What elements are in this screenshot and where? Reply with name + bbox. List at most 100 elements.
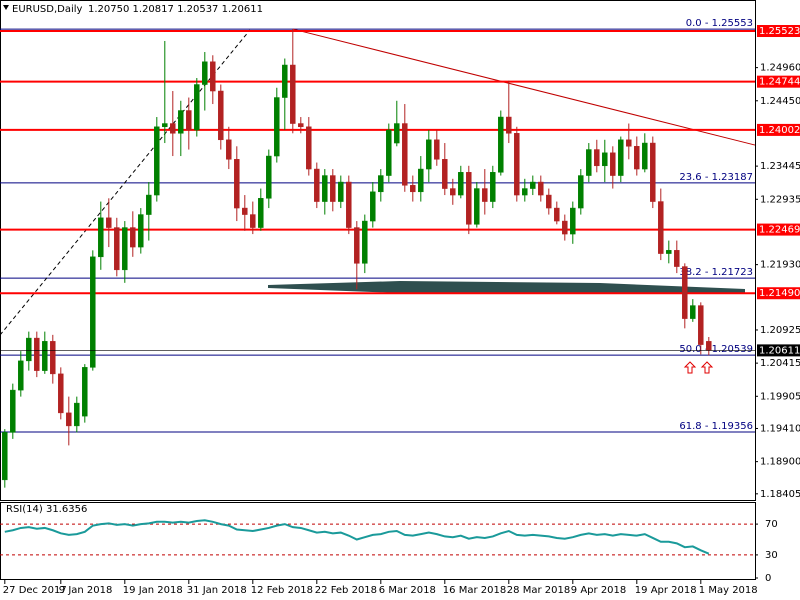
trendline: [292, 28, 756, 146]
main-panel-border: [0, 0, 756, 501]
current-price-label: 1.20611: [759, 345, 800, 356]
trendline: [0, 29, 251, 336]
candle-body: [306, 126, 312, 170]
y-tick-label: 1.22935: [760, 194, 800, 205]
candle-body: [362, 220, 368, 264]
candle-body: [266, 155, 272, 199]
candle-body: [338, 181, 344, 202]
level-box: [757, 287, 800, 300]
x-tick-label: 19 Apr 2018: [635, 585, 697, 596]
candle-body: [226, 139, 232, 160]
chart-title: EURUSD,Daily: [12, 4, 83, 15]
rsi-y-tick-label: 30: [765, 550, 778, 561]
candle-body: [394, 123, 400, 144]
candle-body: [570, 207, 576, 235]
candle-body: [386, 129, 392, 176]
y-tick-label: 1.18405: [760, 489, 800, 500]
rsi-y-tick-label: 70: [765, 519, 778, 530]
candle-body: [474, 188, 480, 225]
candle-body: [82, 367, 88, 417]
candle-body: [314, 168, 320, 202]
candle-body: [506, 116, 512, 134]
candle-body: [546, 194, 552, 209]
candle-body: [58, 373, 64, 414]
candle-body: [706, 341, 712, 351]
x-tick-label: 1 May 2018: [699, 585, 758, 596]
candle-body: [50, 341, 56, 375]
x-tick-label: 12 Feb 2018: [251, 585, 313, 596]
level-label: 1.22469: [759, 225, 800, 236]
candle-body: [74, 402, 80, 427]
signal-arrow: [683, 361, 697, 374]
candle-body: [186, 110, 192, 131]
candle-body: [34, 337, 40, 371]
rsi-title: RSI(14) 31.6356: [6, 504, 87, 515]
x-tick-label: 9 Jan 2018: [59, 585, 113, 596]
candle-body: [234, 159, 240, 209]
x-tick-label: 9 Apr 2018: [571, 585, 626, 596]
candle-body: [674, 250, 680, 267]
shaded-zone: [268, 281, 745, 294]
candle-body: [410, 185, 416, 193]
candle-body: [90, 256, 96, 368]
candle-body: [698, 305, 704, 345]
level-box: [757, 223, 800, 236]
fib-label: 61.8 - 1.19356: [679, 421, 753, 432]
candle-body: [66, 412, 72, 427]
signal-arrow: [700, 361, 714, 374]
candle-body: [282, 64, 288, 98]
candle-body: [258, 198, 264, 228]
x-tick-label: 16 Mar 2018: [443, 585, 506, 596]
candle-body: [146, 194, 152, 215]
current-price-box: [757, 344, 800, 357]
candle-body: [346, 181, 352, 228]
candle-body: [202, 61, 208, 85]
y-tick-label: 1.19905: [760, 391, 800, 402]
fib-label: 0.0 - 1.25553: [686, 18, 753, 29]
candle-body: [290, 64, 296, 124]
candle-body: [130, 227, 136, 248]
menu-triangle: [3, 5, 9, 10]
candle-body: [650, 142, 656, 202]
candle-body: [218, 90, 224, 141]
candle-body: [586, 149, 592, 176]
candle-body: [298, 123, 304, 128]
candle-body: [378, 175, 384, 193]
candle-body: [250, 214, 256, 228]
candle-body: [170, 123, 176, 134]
y-tick-label: 1.21930: [760, 260, 800, 271]
level-label: 1.21490: [759, 288, 800, 299]
y-tick-label: 1.24960: [760, 63, 800, 74]
candle-body: [634, 146, 640, 170]
candle-body: [354, 227, 360, 264]
candle-body: [602, 152, 608, 167]
x-tick-label: 28 Mar 2018: [507, 585, 570, 596]
candle-body: [458, 172, 464, 196]
candle-body: [538, 181, 544, 196]
y-tick-label: 1.20925: [760, 325, 800, 336]
fib-label: 50.0 - 1.20539: [679, 344, 753, 355]
candle-body: [626, 139, 632, 147]
candle-body: [370, 191, 376, 222]
candle-body: [690, 305, 696, 319]
candle-body: [610, 152, 616, 176]
fib-label: 38.2 - 1.21723: [679, 267, 753, 278]
candle-body: [330, 175, 336, 202]
rsi-line: [4, 519, 710, 555]
ohlc-text: 1.20750 1.20817 1.20537 1.20611: [88, 4, 263, 15]
candle-body: [642, 142, 648, 170]
candle-body: [194, 84, 200, 131]
candle-body: [402, 123, 408, 186]
y-tick-label: 1.18900: [760, 457, 800, 468]
y-tick-label: 1.20415: [760, 358, 800, 369]
candle-body: [274, 97, 280, 157]
candle-body: [530, 181, 536, 189]
rsi-y-tick-label: 0: [765, 573, 771, 584]
candle-body: [26, 337, 32, 362]
candle-body: [242, 207, 248, 215]
candle-body: [106, 217, 112, 228]
x-tick-label: 22 Feb 2018: [315, 585, 377, 596]
candle-body: [514, 133, 520, 196]
